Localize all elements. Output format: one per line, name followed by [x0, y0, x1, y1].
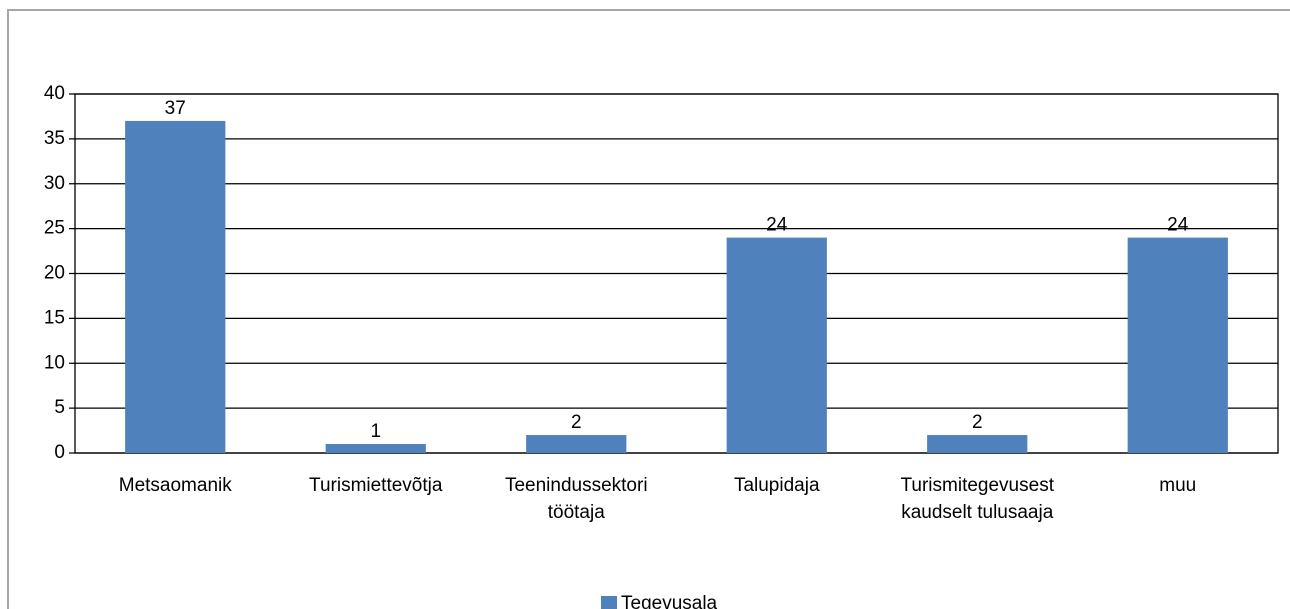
x-tick-label: Teenindussektori töötaja — [504, 475, 648, 523]
y-tick-label: 30 — [44, 173, 65, 194]
y-tick-label: 15 — [44, 307, 65, 328]
data-label: 24 — [1167, 215, 1189, 236]
frame — [7, 9, 1290, 609]
legend-label: Tegevusala — [621, 593, 718, 609]
bar — [927, 435, 1028, 453]
y-tick-label: 25 — [44, 218, 65, 239]
x-tick-label: Talupidaja — [733, 475, 820, 496]
x-tick-label: Turismitegevusest kaudselt tulusaaja — [900, 475, 1054, 523]
x-tick-label: Metsaomanik — [118, 475, 232, 496]
y-tick-label: 0 — [54, 442, 65, 463]
x-tick-label: muu — [1159, 475, 1197, 496]
data-label: 24 — [766, 215, 788, 236]
y-tick-label: 40 — [44, 83, 65, 104]
y-tick-label: 35 — [44, 128, 65, 149]
x-tick-label: Turismiettevõtja — [309, 475, 443, 496]
plot-border — [74, 93, 1279, 454]
y-tick-label: 5 — [54, 397, 65, 418]
data-label: 2 — [571, 412, 582, 433]
legend-swatch — [601, 596, 617, 609]
bar — [125, 120, 226, 454]
y-tick-label: 10 — [44, 352, 65, 373]
bar — [526, 435, 627, 453]
data-label: 37 — [165, 98, 186, 119]
data-label: 2 — [972, 412, 983, 433]
y-tick-label: 20 — [44, 263, 65, 284]
bar — [1127, 237, 1228, 453]
data-label: 1 — [370, 421, 381, 442]
bar — [325, 444, 426, 453]
bar — [726, 237, 827, 453]
